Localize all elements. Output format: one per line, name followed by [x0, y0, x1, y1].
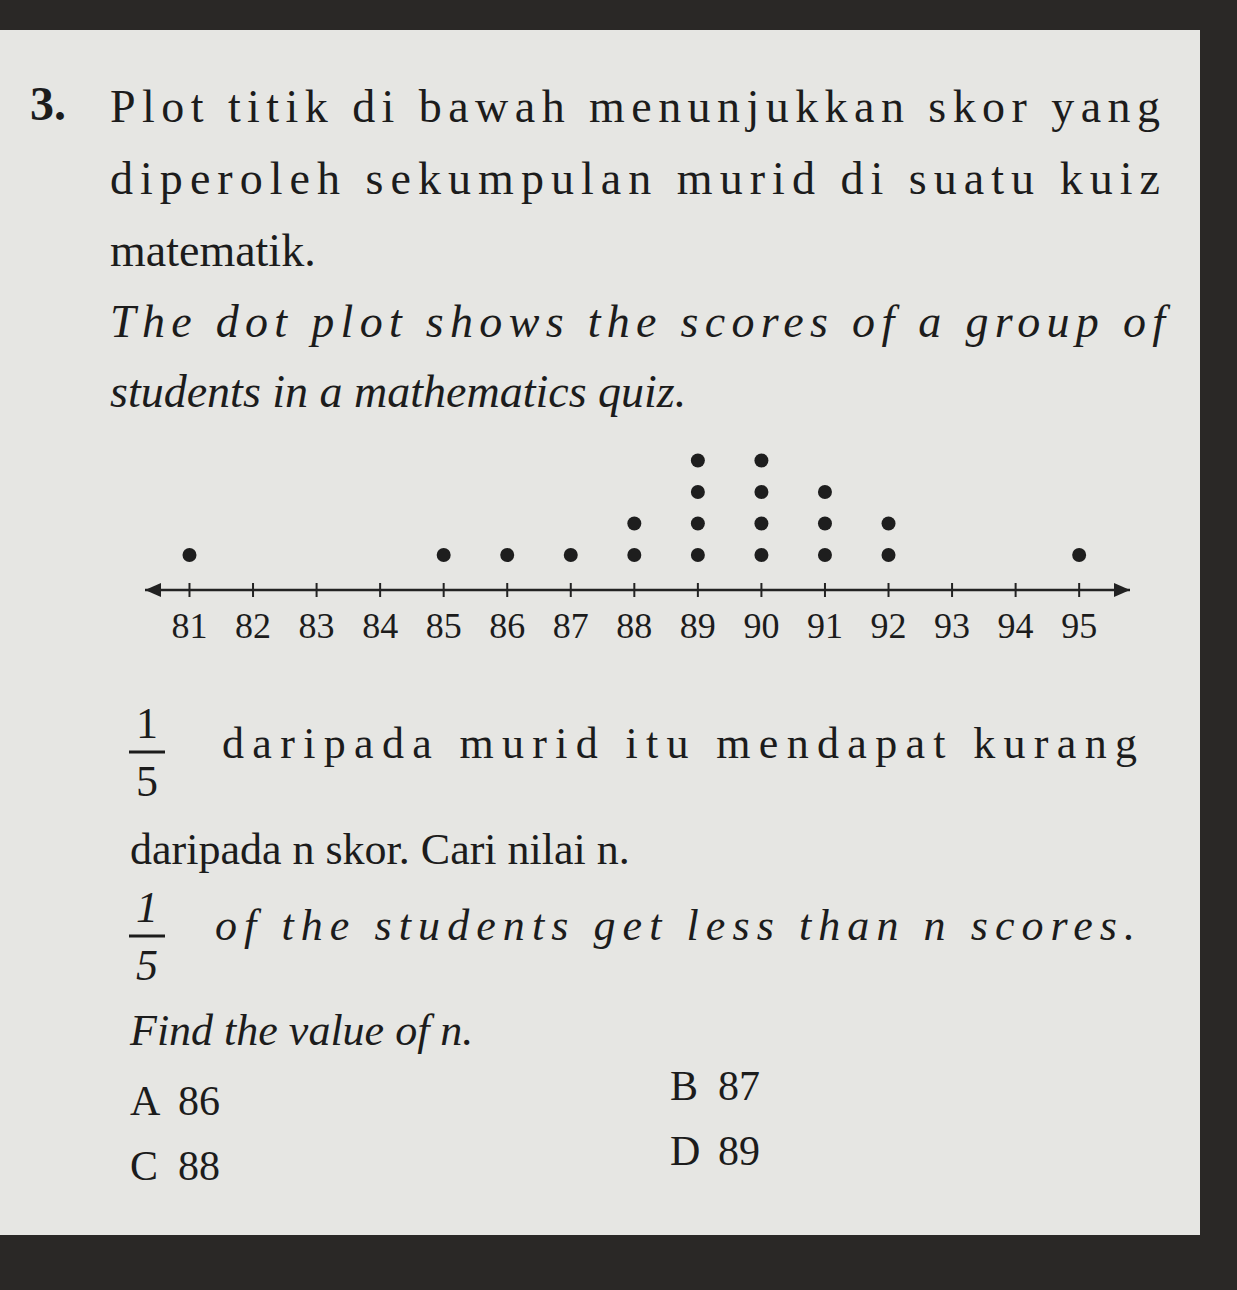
x-tick	[252, 583, 254, 597]
english-text: students in a mathematics quiz.	[110, 366, 686, 417]
x-tick-label: 91	[807, 606, 843, 646]
x-tick	[570, 583, 572, 597]
fraction-denominator: 5	[136, 941, 158, 990]
english-prompt: Find the value of n.	[129, 1006, 473, 1055]
dot	[691, 485, 705, 499]
x-tick	[951, 583, 953, 597]
option-letter: D	[670, 1128, 700, 1174]
dot	[754, 548, 768, 562]
x-tick-label: 94	[998, 606, 1034, 646]
x-tick	[633, 583, 635, 597]
x-tick	[824, 583, 826, 597]
dot	[691, 454, 705, 468]
paper	[0, 30, 1200, 1235]
x-tick-label: 84	[362, 606, 398, 646]
axis-arrow	[1114, 583, 1130, 597]
dot	[437, 548, 451, 562]
x-tick-label: 93	[934, 606, 970, 646]
x-tick	[316, 583, 318, 597]
dot	[691, 517, 705, 531]
x-tick-label: 88	[616, 606, 652, 646]
x-tick	[1015, 583, 1017, 597]
malay-text: matematik.	[110, 225, 316, 276]
x-tick-label: 85	[426, 606, 462, 646]
fraction-numerator: 1	[136, 699, 158, 748]
malay-text: Plot titik di bawah menunjukkan skor yan…	[110, 81, 1160, 132]
dot	[818, 517, 832, 531]
dots	[182, 454, 1086, 563]
x-tick	[443, 583, 445, 597]
x-tick	[379, 583, 381, 597]
x-tick-label: 83	[299, 606, 335, 646]
dot	[182, 548, 196, 562]
x-tick-label: 95	[1061, 606, 1097, 646]
fraction-numerator: 1	[136, 883, 158, 932]
english-prompt: of the students get less than n scores.	[215, 901, 1135, 950]
malay-text: diperoleh sekumpulan murid di suatu kuiz	[110, 153, 1160, 204]
x-tick	[697, 583, 699, 597]
fraction-bar	[129, 935, 165, 938]
english-text: The dot plot shows the scores of a group…	[110, 296, 1171, 347]
x-tick	[506, 583, 508, 597]
x-tick	[888, 583, 890, 597]
option-value: 89	[718, 1128, 760, 1174]
dot	[627, 548, 641, 562]
option-letter: A	[130, 1078, 161, 1124]
x-tick	[188, 583, 190, 597]
dot	[882, 548, 896, 562]
question-number: 3.	[30, 77, 66, 130]
x-tick	[1078, 583, 1080, 597]
x-axis	[145, 589, 1130, 592]
fraction-bar	[129, 751, 165, 754]
page: 3. Plot titik di bawah menunjukkan skor y…	[0, 0, 1237, 1290]
dot	[691, 548, 705, 562]
x-tick-label: 87	[553, 606, 589, 646]
x-tick-label: 86	[489, 606, 525, 646]
dot	[564, 548, 578, 562]
dot	[754, 485, 768, 499]
dot	[818, 485, 832, 499]
x-tick-label: 89	[680, 606, 716, 646]
option-value: 86	[178, 1078, 220, 1124]
dot	[754, 454, 768, 468]
option-letter: C	[130, 1143, 158, 1189]
fraction-denominator: 5	[136, 757, 158, 806]
dot	[818, 548, 832, 562]
option-value: 87	[718, 1063, 760, 1109]
dot	[1072, 548, 1086, 562]
dot	[627, 517, 641, 531]
dot	[500, 548, 514, 562]
dot	[882, 517, 896, 531]
malay-prompt: daripada n skor. Cari nilai n.	[130, 825, 630, 874]
axis-arrow	[145, 583, 161, 597]
option-value: 88	[178, 1143, 220, 1189]
x-tick-label: 90	[743, 606, 779, 646]
option-letter: B	[670, 1063, 698, 1109]
x-tick	[760, 583, 762, 597]
x-tick-label: 92	[871, 606, 907, 646]
x-tick-label: 82	[235, 606, 271, 646]
dot	[754, 517, 768, 531]
malay-prompt: daripada murid itu mendapat kurang	[222, 719, 1137, 768]
x-tick-label: 81	[171, 606, 207, 646]
